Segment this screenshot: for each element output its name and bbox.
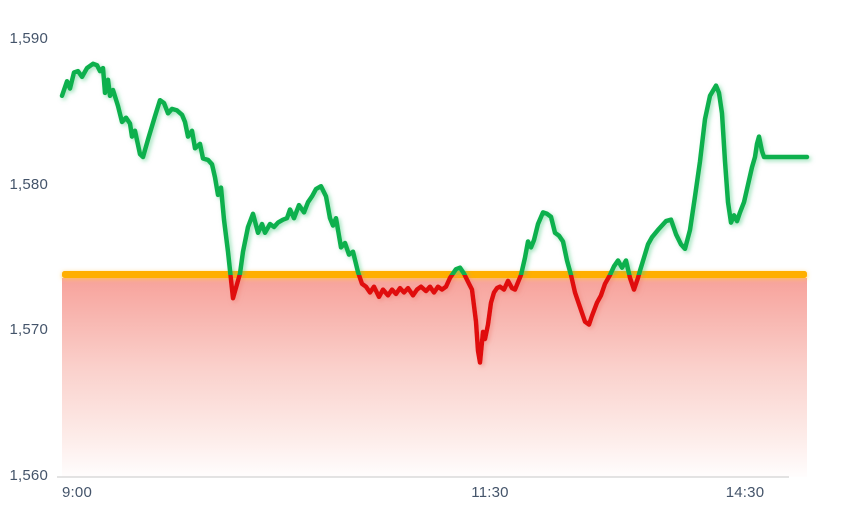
x-axis-tick-label: 14:30 [725, 484, 765, 501]
y-axis-tick-label: 1,570 [9, 321, 48, 339]
y-axis-tick-label: 1,560 [9, 467, 48, 485]
price-line-above-reference [59, 61, 810, 275]
price-line-below-reference [228, 275, 642, 365]
x-axis-tick-label: 11:30 [471, 484, 509, 501]
below-reference-fill-area [62, 278, 807, 477]
y-axis-tick-label: 1,590 [9, 30, 48, 47]
x-axis-tick-label: 9:00 [62, 484, 92, 501]
reference-line [62, 271, 807, 278]
y-axis-tick-label: 1,580 [9, 175, 48, 193]
